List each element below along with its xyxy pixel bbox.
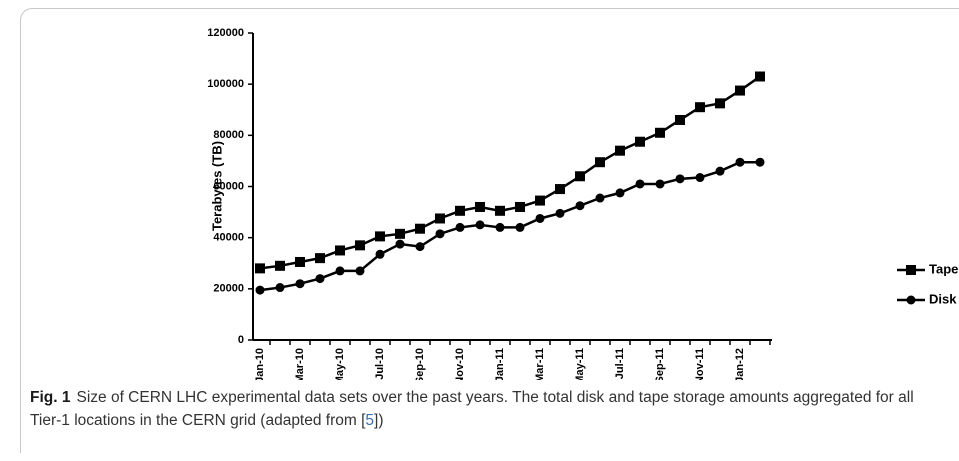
x-tick-label: May-10 [334, 348, 346, 380]
marker [495, 222, 505, 232]
marker [415, 242, 425, 252]
marker [275, 283, 285, 293]
marker [515, 222, 525, 232]
caption-label: Fig. 1 [30, 389, 71, 406]
x-tick-label: Jan-11 [494, 348, 506, 380]
x-tick-label: Jul-11 [614, 348, 626, 379]
caption-text: Size of CERN LHC experimental data sets … [30, 389, 914, 429]
marker [655, 179, 665, 189]
y-tick-label: 0 [238, 334, 244, 346]
marker [495, 205, 505, 216]
marker [415, 223, 425, 234]
marker [255, 263, 265, 274]
marker [735, 85, 745, 96]
caption: Fig. 1 Size of CERN LHC experimental data… [30, 386, 940, 432]
marker [435, 229, 445, 239]
y-tick-label: 120000 [207, 27, 244, 39]
marker [695, 173, 705, 183]
x-tick-label: Jul-10 [374, 348, 386, 380]
chart: Terabytes (TB) 0 20000 40000 60000 80000 1000… [207, 27, 958, 380]
marker [615, 145, 625, 156]
marker [515, 201, 525, 212]
marker [375, 249, 385, 259]
x-tick-label: May-11 [574, 348, 586, 380]
legend-marker [906, 265, 916, 275]
marker [715, 166, 725, 176]
marker [595, 157, 605, 168]
x-tick-label: Sep-11 [654, 348, 666, 380]
series-line [259, 160, 760, 292]
x-tick-label: Jan-10 [254, 348, 266, 380]
marker [675, 174, 685, 184]
x-tick-label: Mar-10 [294, 348, 306, 380]
marker [335, 245, 345, 256]
marker [555, 184, 565, 195]
marker [475, 220, 485, 230]
marker [735, 157, 745, 167]
marker [475, 201, 485, 212]
reference-link[interactable]: 5 [365, 412, 375, 429]
y-tick-label: 100000 [207, 78, 244, 90]
y-tick-label: 80000 [213, 129, 244, 141]
marker [535, 213, 545, 223]
marker [355, 266, 365, 276]
marker [755, 157, 765, 167]
marker [455, 222, 465, 232]
legend-label: Tape [929, 261, 958, 276]
marker [455, 205, 465, 216]
marker [655, 127, 665, 138]
marker [575, 171, 585, 182]
x-tick-label: Jan-12 [734, 348, 746, 380]
x-tick-label: Sep-10 [414, 348, 426, 380]
marker [435, 213, 445, 224]
marker [335, 266, 345, 276]
marker [575, 201, 585, 211]
marker [535, 195, 545, 206]
marker [395, 228, 405, 239]
legend-marker [906, 295, 916, 305]
marker [375, 231, 385, 242]
y-axis-label: Terabytes (TB) [209, 141, 224, 231]
marker [275, 260, 285, 271]
y-tick-label: 60000 [213, 180, 244, 192]
caption-text-end: ]) [374, 412, 384, 429]
marker [295, 256, 305, 267]
figure-frame [20, 8, 959, 453]
marker [595, 193, 605, 203]
marker [255, 285, 265, 295]
marker [395, 239, 405, 249]
marker [675, 114, 685, 125]
marker [555, 208, 565, 218]
y-tick-label: 40000 [213, 232, 244, 244]
x-tick-label: Nov-10 [454, 348, 466, 380]
marker [755, 71, 765, 82]
marker [715, 98, 725, 109]
y-tick-label: 20000 [213, 283, 244, 295]
marker [355, 240, 365, 251]
marker [295, 279, 305, 289]
legend-label: Disk [929, 291, 957, 306]
series-line [259, 75, 761, 270]
marker [695, 102, 705, 113]
x-tick-label: Mar-11 [534, 348, 546, 380]
marker [315, 274, 325, 284]
marker [635, 179, 645, 189]
marker [315, 253, 325, 264]
x-tick-label: Nov-11 [694, 348, 706, 380]
marker [635, 136, 645, 147]
marker [615, 188, 625, 198]
